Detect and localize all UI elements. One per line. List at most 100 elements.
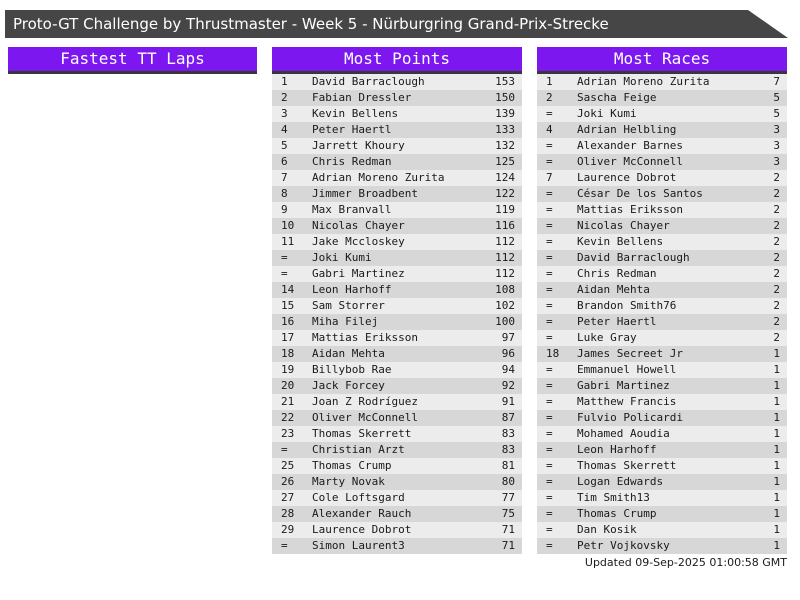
table-row: = Matthew Francis 1 [537,394,787,410]
value-cell: 108 [495,283,515,296]
rank-cell: = [546,299,553,312]
value-cell: 92 [501,379,515,392]
value-cell: 1 [773,395,780,408]
name-cell: Petr Vojkovsky [577,539,670,552]
name-cell: Billybob Rae [312,363,392,376]
name-cell: Kevin Bellens [312,107,399,120]
rank-cell: = [546,523,553,536]
value-cell: 80 [501,475,515,488]
table-row: = Joki Kumi 5 [537,106,787,122]
name-cell: Jack Forcey [312,379,385,392]
name-cell: Matthew Francis [577,395,677,408]
value-cell: 112 [495,235,515,248]
rank-cell: = [546,267,553,280]
rank-cell: 7 [546,171,553,184]
value-cell: 77 [501,491,515,504]
name-cell: Oliver McConnell [577,155,683,168]
name-cell: Leon Harhoff [312,283,392,296]
value-cell: 100 [495,315,515,328]
name-cell: Joan Z Rodríguez [312,395,418,408]
table-row: = Kevin Bellens 2 [537,234,787,250]
rank-cell: 9 [281,203,288,216]
name-cell: Jimmer Broadbent [312,187,418,200]
rank-cell: = [546,427,553,440]
rank-cell: = [546,331,553,344]
value-cell: 3 [773,139,780,152]
value-cell: 1 [773,491,780,504]
table-row: 5 Jarrett Khoury 132 [272,138,522,154]
table-row: 28 Alexander Rauch 75 [272,506,522,522]
table-row: 7 Laurence Dobrot 2 [537,170,787,186]
rank-cell: 28 [281,507,295,520]
name-cell: Cole Loftsgard [312,491,405,504]
table-row: = Logan Edwards 1 [537,474,787,490]
name-cell: Mattias Eriksson [577,203,683,216]
value-cell: 1 [773,475,780,488]
value-cell: 2 [773,235,780,248]
rank-cell: = [546,395,553,408]
name-cell: Alexander Barnes [577,139,683,152]
rank-cell: 18 [281,347,295,360]
value-cell: 2 [773,315,780,328]
value-cell: 83 [501,427,515,440]
name-cell: Max Branvall [312,203,392,216]
rank-cell: = [546,155,553,168]
value-cell: 7 [773,75,780,88]
name-cell: Tim Smith13 [577,491,650,504]
name-cell: Oliver McConnell [312,411,418,424]
name-cell: Aidan Mehta [577,283,650,296]
rank-cell: 11 [281,235,295,248]
value-cell: 2 [773,299,780,312]
table-row: = Christian Arzt 83 [272,442,522,458]
value-cell: 1 [773,411,780,424]
name-cell: Laurence Dobrot [312,523,412,536]
name-cell: Peter Haertl [312,123,392,136]
value-cell: 1 [773,427,780,440]
value-cell: 2 [773,219,780,232]
table-row: 1 David Barraclough 153 [272,74,522,90]
table-row: 1 Adrian Moreno Zurita 7 [537,74,787,90]
name-cell: Thomas Crump [312,459,392,472]
value-cell: 2 [773,171,780,184]
name-cell: Logan Edwards [577,475,664,488]
name-cell: Adrian Moreno Zurita [312,171,445,184]
name-cell: Emmanuel Howell [577,363,677,376]
value-cell: 5 [773,107,780,120]
value-cell: 112 [495,251,515,264]
name-cell: James Secreet Jr [577,347,683,360]
name-cell: Adrian Helbling [577,123,677,136]
rank-cell: 15 [281,299,295,312]
rank-cell: 3 [281,107,288,120]
table-row: 11 Jake Mccloskey 112 [272,234,522,250]
name-cell: Peter Haertl [577,315,657,328]
rank-cell: = [281,267,288,280]
rank-cell: 22 [281,411,295,424]
name-cell: Thomas Crump [577,507,657,520]
column-header-most-points: Most Points [272,47,522,74]
value-cell: 97 [501,331,515,344]
value-cell: 71 [501,523,515,536]
rank-cell: 26 [281,475,295,488]
value-cell: 2 [773,251,780,264]
name-cell: Nicolas Chayer [312,219,405,232]
value-cell: 3 [773,123,780,136]
rank-cell: = [546,363,553,376]
table-row: = Alexander Barnes 3 [537,138,787,154]
rank-cell: 5 [281,139,288,152]
name-cell: Joki Kumi [577,107,637,120]
table-row: 4 Adrian Helbling 3 [537,122,787,138]
table-row: 25 Thomas Crump 81 [272,458,522,474]
value-cell: 124 [495,171,515,184]
name-cell: Kevin Bellens [577,235,664,248]
rank-cell: = [546,475,553,488]
table-row: 9 Max Branvall 119 [272,202,522,218]
table-row: 19 Billybob Rae 94 [272,362,522,378]
most-points-table: 1 David Barraclough 153 2 Fabian Dressler 150… [272,74,522,554]
value-cell: 2 [773,331,780,344]
value-cell: 71 [501,539,515,552]
table-row: = Petr Vojkovsky 1 [537,538,787,554]
name-cell: David Barraclough [577,251,690,264]
rank-cell: = [546,507,553,520]
table-row: 29 Laurence Dobrot 71 [272,522,522,538]
rank-cell: 27 [281,491,295,504]
